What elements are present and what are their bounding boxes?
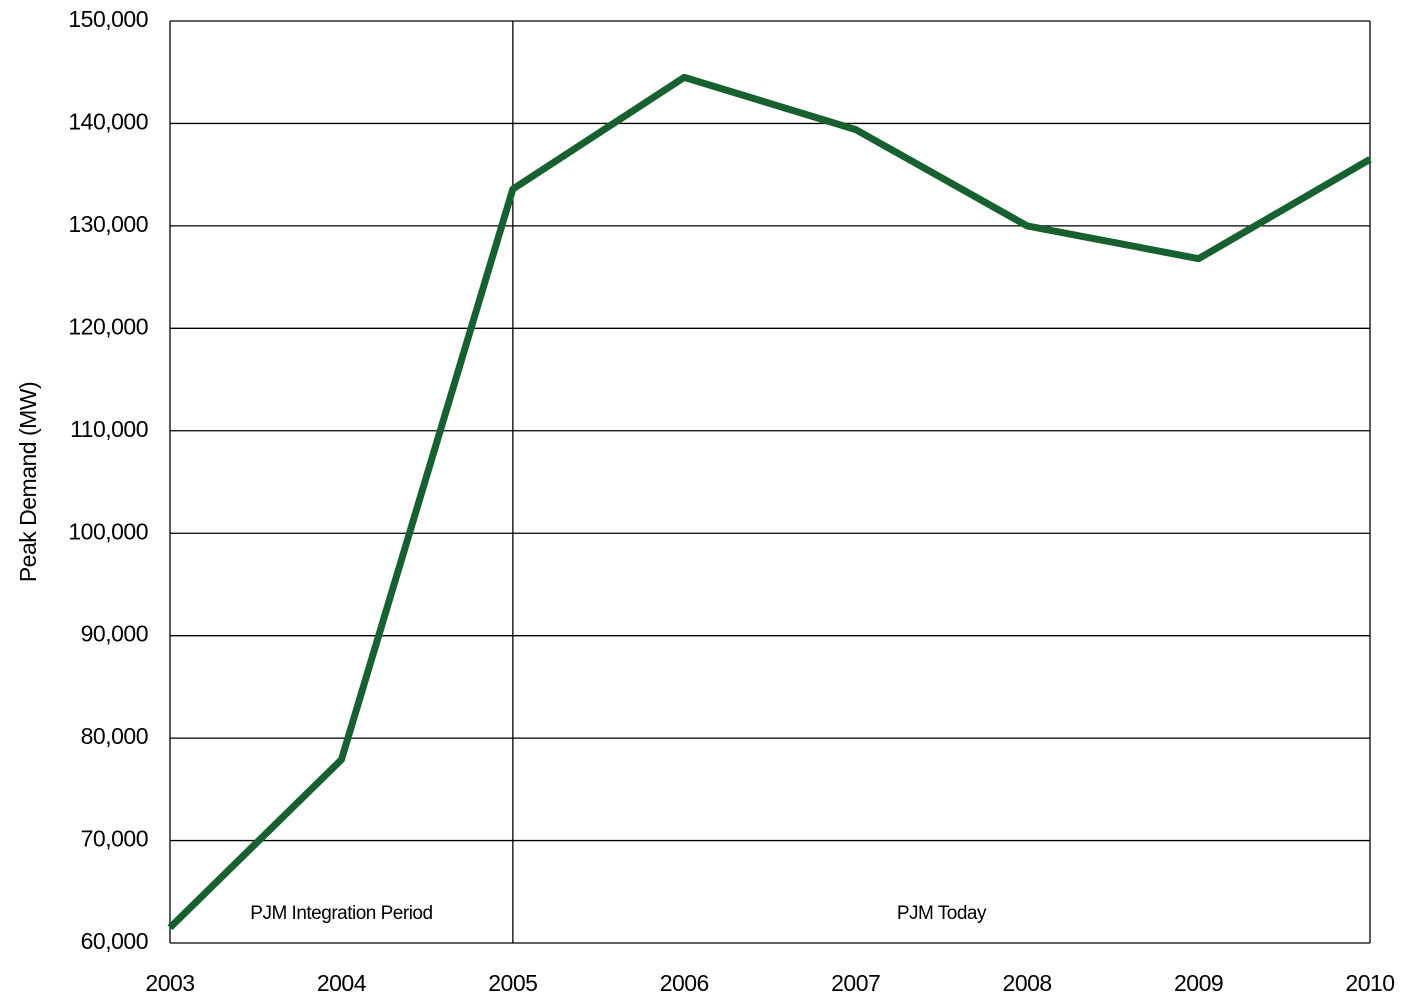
y-tick-label: 80,000: [81, 723, 148, 749]
x-tick-label: 2010: [1345, 970, 1394, 996]
x-tick-label: 2003: [145, 970, 194, 996]
x-tick-label: 2009: [1174, 970, 1223, 996]
x-tick-label: 2006: [660, 970, 709, 996]
y-tick-label: 140,000: [68, 109, 148, 135]
y-tick-label: 100,000: [68, 518, 148, 544]
x-tick-label: 2008: [1003, 970, 1052, 996]
y-tick-label: 130,000: [68, 211, 148, 237]
y-tick-label: 60,000: [81, 928, 148, 954]
data-line: [167, 73, 1372, 931]
y-tick-label: 120,000: [68, 313, 148, 339]
y-tick-label: 110,000: [70, 416, 148, 442]
y-tick-label: 70,000: [81, 826, 148, 852]
x-tick-label: 2005: [488, 970, 537, 996]
y-axis-label: Peak Demand (MW): [15, 382, 41, 582]
annotation: PJM Integration Period: [250, 903, 432, 924]
x-tick-label: 2004: [317, 970, 367, 996]
y-tick-label: 90,000: [81, 621, 148, 647]
y-tick-label: 150,000: [68, 6, 148, 32]
x-tick-label: 2007: [831, 970, 880, 996]
annotation: PJM Today: [897, 903, 987, 924]
